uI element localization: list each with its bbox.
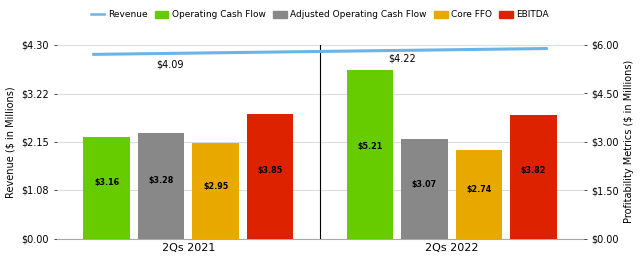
Text: $3.82: $3.82 xyxy=(521,166,546,175)
Text: $4.09: $4.09 xyxy=(157,59,184,69)
Bar xyxy=(456,150,502,239)
Bar xyxy=(138,133,184,239)
Text: $3.16: $3.16 xyxy=(94,178,119,187)
Text: $2.74: $2.74 xyxy=(467,185,492,195)
Bar xyxy=(193,143,239,239)
Text: $3.28: $3.28 xyxy=(148,176,173,185)
Bar xyxy=(83,136,130,239)
Bar xyxy=(401,140,447,239)
Bar xyxy=(347,70,394,239)
Y-axis label: Profitability Metrics ($ in Millions): Profitability Metrics ($ in Millions) xyxy=(625,60,634,223)
Bar xyxy=(510,115,557,239)
Text: $2.95: $2.95 xyxy=(203,182,228,191)
Y-axis label: Revenue ($ in Millions): Revenue ($ in Millions) xyxy=(6,86,15,198)
Bar xyxy=(247,114,293,239)
Text: $3.85: $3.85 xyxy=(257,166,283,175)
Text: $5.21: $5.21 xyxy=(358,142,383,150)
Legend: Revenue, Operating Cash Flow, Adjusted Operating Cash Flow, Core FFO, EBITDA: Revenue, Operating Cash Flow, Adjusted O… xyxy=(87,7,553,23)
Text: $4.22: $4.22 xyxy=(388,53,417,63)
Text: $3.07: $3.07 xyxy=(412,179,437,189)
